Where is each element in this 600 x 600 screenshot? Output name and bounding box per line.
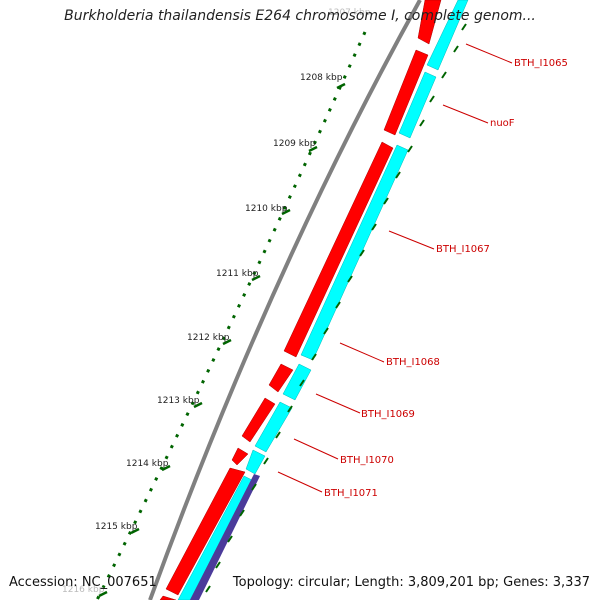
gene-label-bth-i1070[interactable]: BTH_I1070 bbox=[340, 455, 394, 466]
gene-arrow[interactable] bbox=[165, 467, 246, 596]
cds-track bbox=[177, 0, 469, 600]
tick-label: 1216 kbp bbox=[62, 585, 105, 595]
cds-block[interactable] bbox=[177, 475, 253, 600]
cds-block[interactable] bbox=[398, 71, 437, 139]
gene-arrow[interactable] bbox=[241, 397, 276, 443]
tick-label: 1213 kbp bbox=[157, 396, 200, 406]
gene-label-bth-i1065[interactable]: BTH_I1065 bbox=[514, 58, 568, 69]
tick-label: 1210 kbp bbox=[245, 204, 288, 214]
gene-arrow[interactable] bbox=[283, 141, 394, 358]
cds-block[interactable] bbox=[254, 401, 293, 453]
gene-label-nuof[interactable]: nuoF bbox=[490, 118, 515, 129]
tick-label: 1208 kbp bbox=[300, 73, 343, 83]
gene-arrow[interactable] bbox=[159, 595, 177, 600]
gene-label-bth-i1071[interactable]: BTH_I1071 bbox=[324, 488, 378, 499]
gene-arrow[interactable] bbox=[231, 447, 249, 466]
gene-label-bth-i1069[interactable]: BTH_I1069 bbox=[361, 409, 415, 420]
inner-tick-marks bbox=[205, 23, 467, 593]
accession-text: Accession: NC_007651 bbox=[9, 575, 157, 590]
topology-text: Topology: circular; Length: 3,809,201 bp… bbox=[232, 575, 590, 590]
gene-label-bth-i1067[interactable]: BTH_I1067 bbox=[436, 244, 490, 255]
cds-block[interactable] bbox=[426, 0, 469, 71]
gene-arrow[interactable] bbox=[268, 363, 294, 393]
scale-dotted-arc bbox=[95, 31, 367, 600]
cds-block[interactable] bbox=[300, 144, 409, 361]
tick-label: 1209 kbp bbox=[273, 139, 316, 149]
major-ticks bbox=[98, 82, 346, 598]
gene-label-bth-i1068[interactable]: BTH_I1068 bbox=[386, 357, 440, 368]
gene-arrow[interactable] bbox=[417, 0, 442, 45]
tick-label: 1212 kbp bbox=[187, 333, 230, 343]
gene-arrow[interactable] bbox=[383, 49, 429, 136]
map-title: Burkholderia thailandensis E264 chromoso… bbox=[64, 8, 536, 24]
backbone-arc bbox=[148, 0, 422, 600]
gene-leader-lines bbox=[277, 43, 513, 493]
cds-block[interactable] bbox=[245, 449, 266, 475]
tick-label: 1215 kbp bbox=[95, 522, 138, 532]
forward-gene-track bbox=[159, 0, 442, 600]
tick-label: 1207 kbp bbox=[328, 8, 371, 18]
tick-label: 1214 kbp bbox=[126, 459, 169, 469]
cds-block[interactable] bbox=[282, 363, 312, 401]
other-feature-block[interactable] bbox=[190, 474, 260, 600]
tick-label: 1211 kbp bbox=[216, 269, 259, 279]
